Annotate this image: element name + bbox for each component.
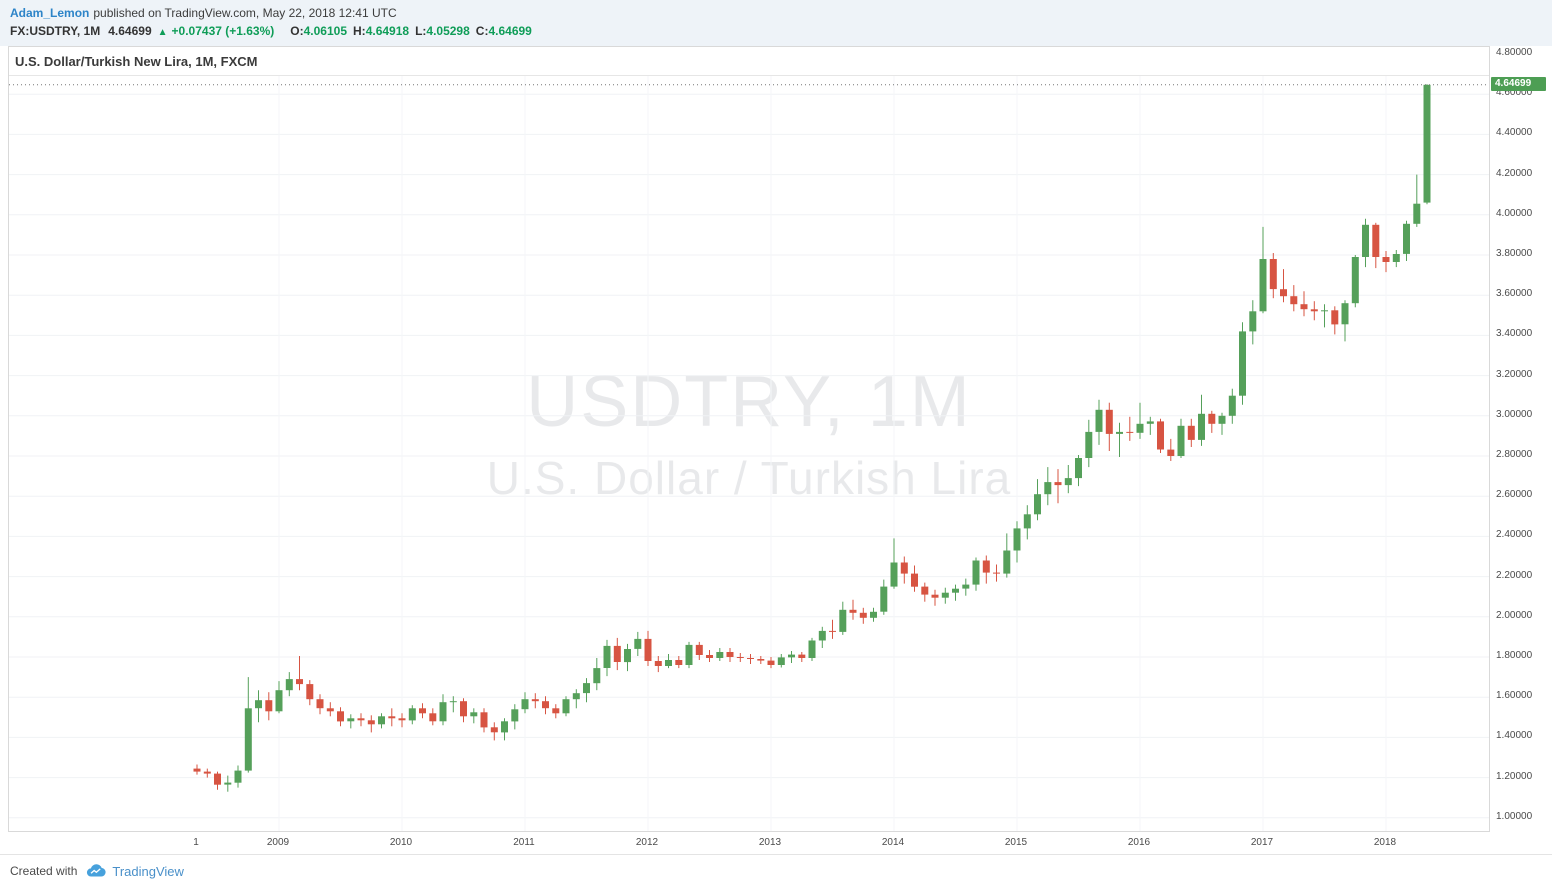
close-label: C: bbox=[475, 24, 489, 38]
price-tick-label: 1.20000 bbox=[1496, 770, 1533, 782]
time-tick-label: 2013 bbox=[758, 837, 782, 848]
price-tick-label: 3.80000 bbox=[1496, 248, 1533, 259]
created-with-text: Created with bbox=[10, 864, 78, 878]
price-tick-label: 4.00000 bbox=[1496, 207, 1533, 219]
high-label: H: bbox=[353, 24, 366, 38]
price-tick-label: 2.60000 bbox=[1496, 489, 1533, 501]
price-tick-label: 2.20000 bbox=[1496, 569, 1533, 581]
up-arrow-icon: ▲ bbox=[157, 27, 168, 38]
price-tick-label: 1.00000 bbox=[1496, 810, 1533, 822]
published-header: Adam_Lemon published on TradingView.com, … bbox=[0, 0, 1552, 46]
price-axis[interactable]: 1.00000 1.20000 1.40000 1.60000 1.80000 2.000… bbox=[1490, 46, 1552, 832]
open-value: 4.06105 bbox=[303, 24, 348, 38]
author-link[interactable]: Adam_Lemon bbox=[10, 6, 90, 20]
price-tick-label: 3.20000 bbox=[1496, 368, 1533, 380]
time-tick-label: 2016 bbox=[1127, 837, 1151, 848]
tradingview-brand-link[interactable]: TradingView bbox=[85, 863, 184, 879]
time-axis[interactable]: 1 2009 2010 2011 2012 2013 2014 2015 2016 2017 201… bbox=[8, 832, 1490, 854]
open-label: O: bbox=[290, 24, 304, 38]
last-price: 4.64699 bbox=[108, 24, 152, 38]
price-tick-label: 4.20000 bbox=[1496, 167, 1533, 179]
chart-region: USDTRY, 1M U.S. Dollar / Turkish Lira U.… bbox=[0, 46, 1552, 854]
time-tick-label: 2018 bbox=[1373, 837, 1397, 848]
price-tick-label: 4.60000 bbox=[1496, 87, 1533, 99]
price-tick-label: 3.60000 bbox=[1496, 288, 1533, 300]
price-tick-label: 3.00000 bbox=[1496, 408, 1533, 420]
price-tick-label: 2.00000 bbox=[1496, 609, 1533, 621]
price-chart[interactable]: USDTRY, 1M U.S. Dollar / Turkish Lira U.… bbox=[8, 46, 1490, 832]
time-tick-label: 2011 bbox=[513, 837, 535, 848]
price-tick-label: 3.40000 bbox=[1496, 328, 1533, 340]
candlestick-canvas[interactable] bbox=[9, 47, 1489, 831]
price-tick-label: 4.80000 bbox=[1496, 47, 1533, 58]
tradingview-cloud-icon bbox=[87, 864, 106, 877]
time-tick-label: 2014 bbox=[881, 837, 905, 848]
time-tick-label: 2009 bbox=[266, 837, 290, 848]
chart-legend: U.S. Dollar/Turkish New Lira, 1M, FXCM bbox=[9, 47, 1489, 76]
price-tick-label: 2.80000 bbox=[1496, 449, 1533, 460]
last-price-badge: 4.64699 bbox=[1491, 76, 1546, 91]
published-line: Adam_Lemon published on TradingView.com, … bbox=[10, 4, 1552, 22]
symbol-label: FX:USDTRY, 1M bbox=[10, 24, 101, 38]
low-label: L: bbox=[415, 24, 427, 38]
price-tick-label: 2.40000 bbox=[1496, 529, 1533, 541]
time-tick-label: 2015 bbox=[1004, 837, 1028, 848]
high-value: 4.64918 bbox=[365, 24, 410, 38]
footer-bar: Created with TradingView bbox=[0, 854, 1552, 887]
low-value: 4.05298 bbox=[426, 24, 470, 38]
price-change: +0.07437 (+1.63%) bbox=[171, 24, 275, 38]
published-text: published on TradingView.com, May 22, 20… bbox=[93, 6, 397, 20]
close-value: 4.64699 bbox=[488, 24, 532, 38]
time-tick-label: 2012 bbox=[635, 837, 659, 848]
price-tick-label: 1.80000 bbox=[1496, 650, 1533, 661]
time-tick-label: 2010 bbox=[389, 837, 413, 848]
time-tick-label: 1 bbox=[193, 837, 199, 848]
time-tick-label: 2017 bbox=[1250, 837, 1274, 848]
quote-line: FX:USDTRY, 1M 4.64699 ▲ +0.07437 (+1.63%) O:… bbox=[10, 22, 1552, 42]
price-tick-label: 1.60000 bbox=[1496, 690, 1533, 702]
price-tick-label: 1.40000 bbox=[1496, 730, 1533, 742]
tradingview-brand-name: TradingView bbox=[112, 863, 184, 879]
chart-legend-text: U.S. Dollar/Turkish New Lira, 1M, FXCM bbox=[15, 53, 258, 69]
price-tick-label: 4.40000 bbox=[1496, 127, 1533, 139]
